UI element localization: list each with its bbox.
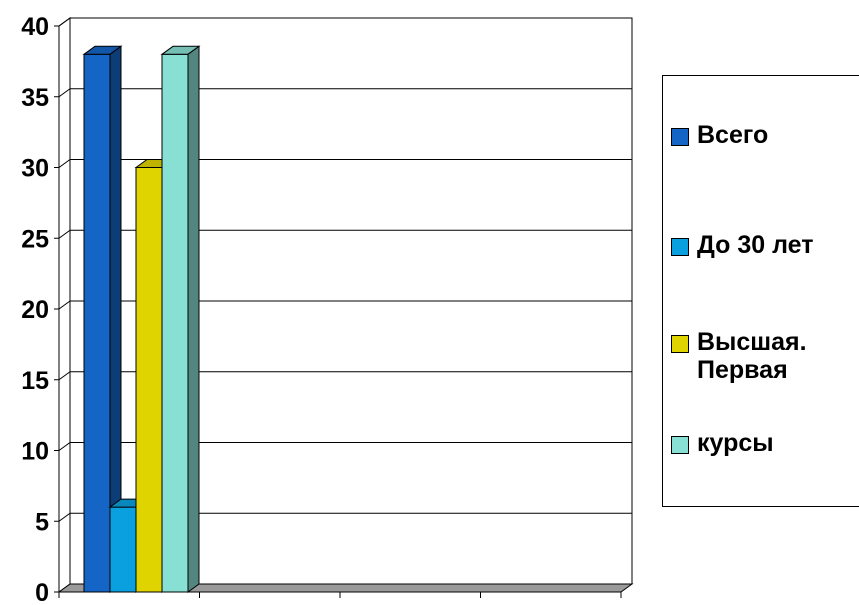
chart-legend: Всего До 30 лет Высшая. Первая курсы [662, 75, 859, 507]
y-tick-label: 10 [21, 438, 49, 466]
bar [162, 54, 188, 592]
legend-swatch-vysshaya-pervaya [671, 335, 689, 353]
y-tick-label: 40 [21, 13, 49, 41]
legend-label-vysshaya-pervaya: Высшая. Первая [697, 328, 807, 384]
y-tick-label: 20 [21, 296, 49, 324]
y-tick-label: 5 [35, 508, 49, 536]
bar [84, 54, 110, 592]
y-tick-label: 0 [35, 579, 49, 605]
legend-label-kursy: курсы [697, 429, 774, 457]
bar [110, 507, 136, 592]
y-tick-label: 25 [21, 225, 49, 253]
legend-label-vsego: Всего [697, 121, 768, 149]
legend-swatch-kursy [671, 436, 689, 454]
legend-swatch-do-30-let [671, 238, 689, 256]
legend-item-vysshaya-pervaya: Высшая. Первая [671, 328, 807, 384]
legend-item-do-30-let: До 30 лет [671, 231, 813, 259]
y-tick-label: 15 [21, 367, 49, 395]
legend-label-do-30-let: До 30 лет [697, 231, 813, 259]
legend-swatch-vsego [671, 128, 689, 146]
bar-side [188, 46, 199, 592]
legend-item-kursy: курсы [671, 429, 774, 457]
y-tick-label: 35 [21, 84, 49, 112]
bar [136, 168, 162, 593]
y-tick-label: 30 [21, 155, 49, 183]
legend-item-vsego: Всего [671, 121, 768, 149]
